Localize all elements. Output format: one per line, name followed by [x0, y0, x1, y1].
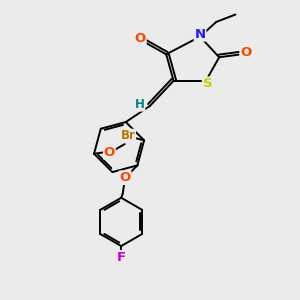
Text: O: O — [240, 46, 251, 59]
Text: N: N — [194, 28, 206, 41]
Text: O: O — [104, 146, 115, 159]
Text: O: O — [119, 171, 131, 184]
Text: H: H — [135, 98, 145, 111]
Text: S: S — [202, 77, 212, 90]
Text: F: F — [117, 251, 126, 264]
Text: O: O — [135, 32, 146, 45]
Text: Br: Br — [121, 129, 135, 142]
